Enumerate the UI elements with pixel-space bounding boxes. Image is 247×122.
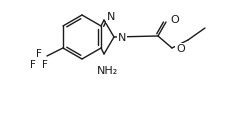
Text: O: O: [176, 44, 185, 54]
Text: F: F: [36, 49, 42, 59]
Text: O: O: [170, 15, 179, 25]
Text: N: N: [107, 12, 115, 22]
Text: F: F: [42, 60, 48, 70]
Text: N: N: [118, 33, 126, 43]
Text: F: F: [30, 60, 36, 70]
Text: NH₂: NH₂: [96, 66, 118, 76]
